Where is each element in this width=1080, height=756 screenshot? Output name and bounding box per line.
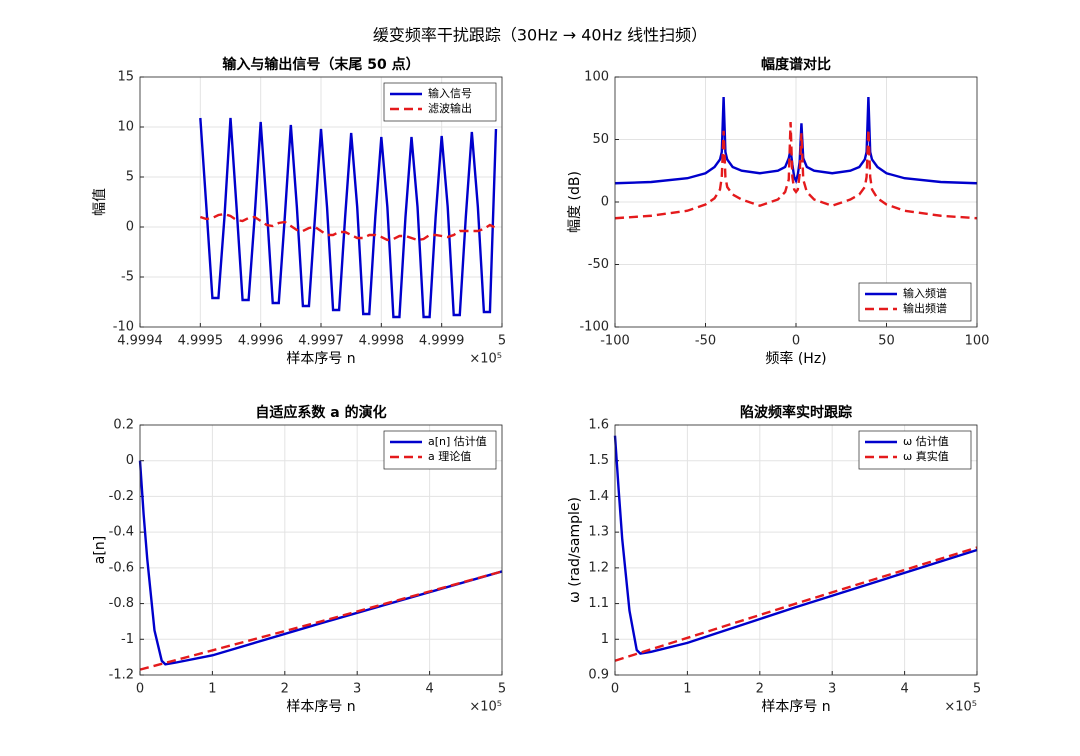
y-tick-label: -10 [113, 320, 134, 335]
y-tick-label: -0.4 [109, 525, 134, 540]
x-tick-label: -50 [695, 334, 716, 349]
x-exponent: ×10⁵ [944, 700, 977, 715]
y-tick-label: 0 [601, 195, 609, 210]
y-tick-label: 0.9 [588, 668, 609, 683]
x-axis-label: 频率 (Hz) [765, 350, 826, 367]
axes-box [614, 76, 978, 328]
y-tick-label: 0 [126, 453, 134, 468]
y-tick-label: -1.2 [109, 668, 134, 683]
y-tick-label: 0.2 [113, 418, 134, 433]
legend-label: 输入频谱 [903, 286, 947, 300]
legend-label: ω 估计值 [903, 435, 949, 448]
y-tick-label: 1.2 [588, 560, 609, 575]
y-tick-label: -100 [579, 320, 609, 335]
y-tick-label: -0.2 [109, 489, 134, 504]
x-tick-label: 5 [498, 334, 506, 349]
x-tick-label: 2 [281, 682, 289, 697]
y-tick-label: 1.4 [588, 489, 609, 504]
y-axis-label: 幅度 (dB) [567, 171, 583, 233]
x-tick-label: 4.9997 [298, 334, 344, 349]
subplot-title: 输入与输出信号（末尾 50 点） [222, 56, 419, 73]
legend-label: 输入信号 [428, 86, 472, 100]
subplot-title: 自适应系数 a 的演化 [255, 404, 386, 421]
x-tick-label: 4.9995 [178, 334, 224, 349]
legend-label: a[n] 估计值 [428, 435, 487, 448]
axes-box [614, 424, 978, 676]
legend [383, 82, 497, 122]
x-tick-label: 2 [756, 682, 764, 697]
y-tick-label: 1.5 [588, 453, 609, 468]
x-tick-label: 5 [973, 682, 981, 697]
subplot-title: 幅度谱对比 [761, 56, 831, 73]
legend-label: ω 真实值 [903, 449, 949, 463]
series-line [614, 546, 978, 662]
legend [858, 430, 972, 470]
x-tick-label: 4.9998 [359, 334, 405, 349]
x-tick-label: 5 [498, 682, 506, 697]
y-tick-label: 1.3 [588, 525, 609, 540]
x-tick-label: 1 [683, 682, 691, 697]
x-exponent: ×10⁵ [469, 700, 502, 715]
x-tick-label: 4 [425, 682, 433, 697]
subplot-title: 陷波频率实时跟踪 [740, 404, 852, 421]
x-tick-label: 3 [828, 682, 836, 697]
x-axis-label: 样本序号 n [761, 699, 830, 715]
y-tick-label: -0.6 [109, 560, 134, 575]
series-line [613, 435, 978, 655]
x-exponent: ×10⁵ [469, 352, 502, 367]
y-tick-label: -50 [588, 257, 609, 272]
axes-box [139, 76, 503, 328]
legend-label: 输出频谱 [903, 301, 947, 315]
series-line [199, 117, 498, 319]
y-tick-label: 1.1 [588, 596, 609, 611]
series-line [614, 121, 978, 220]
y-tick-label: 15 [117, 70, 134, 85]
y-tick-label: 0 [126, 220, 134, 235]
x-tick-label: 3 [353, 682, 361, 697]
y-tick-label: -1 [121, 632, 134, 647]
x-tick-label: 4.9994 [117, 334, 163, 349]
legend [858, 282, 972, 322]
x-tick-label: 0 [611, 682, 619, 697]
y-tick-label: 100 [584, 70, 609, 85]
legend-label: a 理论值 [428, 449, 471, 463]
x-tick-label: 4.9999 [419, 334, 465, 349]
y-axis-label: ω (rad/sample) [567, 497, 583, 603]
y-tick-label: 5 [126, 170, 134, 185]
y-tick-label: -0.8 [109, 596, 134, 611]
x-tick-label: 100 [965, 334, 990, 349]
y-tick-label: 1 [601, 632, 609, 647]
y-axis-label: 幅值 [92, 188, 108, 216]
legend [383, 430, 497, 470]
figure-title: 缓变频率干扰跟踪（30Hz → 40Hz 线性扫频） [373, 26, 707, 45]
y-tick-label: 10 [117, 120, 134, 135]
legend-label: 滤波输出 [428, 101, 472, 115]
x-axis-label: 样本序号 n [286, 699, 355, 715]
x-axis-label: 样本序号 n [286, 351, 355, 367]
x-tick-label: 4.9996 [238, 334, 284, 349]
x-tick-label: 0 [792, 334, 800, 349]
series-line [199, 212, 497, 242]
y-tick-label: 1.6 [588, 418, 609, 433]
x-tick-label: 1 [208, 682, 216, 697]
y-tick-label: -5 [121, 270, 134, 285]
series-line [138, 460, 503, 666]
x-tick-label: 0 [136, 682, 144, 697]
y-tick-label: 50 [592, 132, 609, 147]
x-tick-label: 50 [878, 334, 895, 349]
y-axis-label: a[n] [92, 536, 108, 564]
x-tick-label: -100 [600, 334, 630, 349]
axes-box [139, 424, 503, 676]
x-tick-label: 4 [900, 682, 908, 697]
series-line [139, 570, 503, 671]
